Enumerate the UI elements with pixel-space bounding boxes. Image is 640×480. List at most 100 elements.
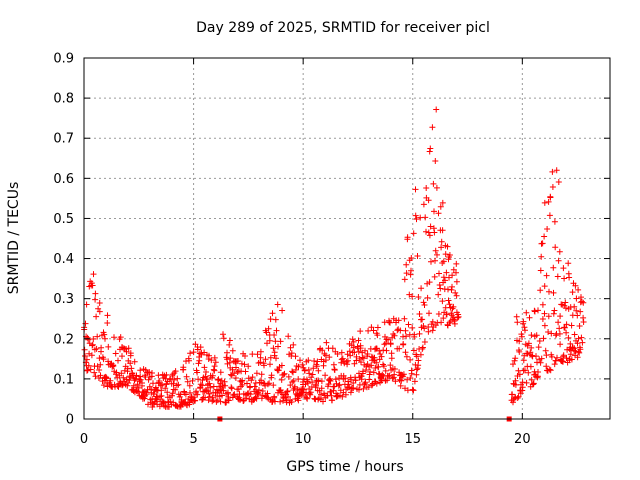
- data-point: [451, 320, 458, 327]
- data-point: [319, 347, 326, 354]
- data-point: [379, 371, 386, 378]
- data-point: [574, 340, 581, 347]
- data-point: [556, 330, 563, 337]
- data-point: [543, 272, 550, 279]
- data-point: [222, 382, 229, 389]
- data-point: [398, 377, 404, 384]
- data-point: [231, 370, 238, 377]
- data-point: [516, 338, 523, 345]
- y-tick-label: 0.2: [53, 332, 74, 347]
- data-point: [555, 257, 562, 264]
- data-point: [440, 258, 447, 265]
- data-point: [538, 355, 545, 362]
- data-point: [195, 360, 202, 367]
- data-point: [301, 367, 308, 374]
- data-point: [527, 349, 534, 356]
- data-point: [137, 367, 144, 374]
- data-point: [331, 367, 338, 373]
- data-point: [412, 186, 419, 193]
- data-point: [350, 338, 357, 345]
- data-point: [91, 369, 98, 376]
- data-point: [184, 378, 191, 385]
- data-point: [439, 199, 446, 206]
- data-point: [355, 348, 362, 355]
- data-point: [515, 393, 522, 400]
- data-point: [85, 336, 92, 343]
- data-point: [411, 333, 418, 340]
- data-point: [551, 218, 558, 225]
- data-point: [101, 331, 108, 338]
- data-point: [85, 362, 92, 369]
- data-point: [421, 325, 428, 332]
- data-point: [207, 384, 214, 391]
- data-point: [270, 345, 277, 352]
- data-point: [334, 351, 341, 357]
- data-point: [412, 212, 419, 219]
- data-point: [402, 327, 409, 334]
- data-point: [578, 294, 584, 301]
- data-point: [266, 337, 273, 344]
- data-point: [329, 397, 336, 404]
- data-point: [282, 394, 289, 401]
- data-point: [522, 367, 528, 374]
- data-point: [455, 313, 462, 320]
- data-point: [533, 353, 539, 360]
- data-point: [305, 357, 312, 364]
- data-point: [183, 373, 190, 380]
- data-point: [270, 382, 277, 389]
- data-point: [577, 346, 584, 353]
- data-point: [115, 357, 121, 364]
- data-point: [92, 290, 99, 297]
- x-tick-label: 20: [514, 432, 531, 447]
- data-point: [387, 362, 394, 369]
- data-point: [537, 287, 544, 294]
- data-point: [210, 383, 217, 390]
- data-point: [201, 364, 208, 371]
- data-point: [182, 391, 189, 398]
- data-point: [252, 394, 259, 401]
- data-point: [318, 378, 325, 385]
- data-point: [285, 373, 292, 380]
- y-tick-label: 0.6: [53, 172, 74, 187]
- data-point: [339, 355, 346, 362]
- data-point: [266, 380, 273, 387]
- data-point: [392, 378, 399, 385]
- data-point: [437, 203, 444, 210]
- data-point: [264, 381, 271, 388]
- data-point: [537, 267, 544, 274]
- data-point: [158, 387, 165, 394]
- y-tick-label: 0.3: [53, 292, 74, 307]
- data-point: [453, 278, 460, 285]
- data-point: [431, 273, 438, 280]
- x-tick-label: 5: [189, 432, 197, 447]
- data-point: [579, 339, 586, 346]
- data-point: [450, 303, 457, 310]
- data-point: [435, 210, 442, 217]
- data-point: [110, 363, 117, 369]
- data-point: [426, 310, 432, 317]
- data-point: [284, 388, 291, 395]
- data-point: [571, 303, 578, 310]
- data-point: [229, 366, 236, 373]
- data-point: [557, 313, 564, 320]
- data-point: [83, 356, 90, 363]
- data-point: [550, 289, 557, 296]
- data-point: [216, 383, 223, 390]
- data-point: [364, 351, 371, 357]
- data-point: [388, 350, 395, 357]
- data-point: [226, 337, 233, 344]
- data-point: [229, 347, 236, 354]
- data-point: [577, 308, 584, 315]
- data-point: [254, 351, 261, 358]
- data-point: [228, 384, 235, 391]
- data-point: [288, 399, 295, 405]
- data-point: [528, 332, 535, 339]
- data-point: [295, 397, 302, 404]
- data-point: [326, 354, 333, 361]
- data-point: [413, 366, 420, 373]
- data-point: [431, 229, 438, 236]
- data-point: [100, 382, 107, 389]
- data-point: [518, 333, 525, 340]
- data-point: [386, 319, 393, 326]
- data-point: [453, 269, 459, 276]
